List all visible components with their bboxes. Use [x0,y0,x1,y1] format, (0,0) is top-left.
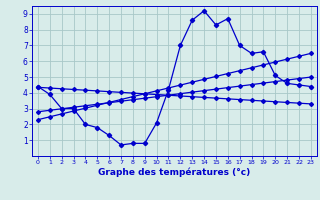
X-axis label: Graphe des températures (°c): Graphe des températures (°c) [98,168,251,177]
